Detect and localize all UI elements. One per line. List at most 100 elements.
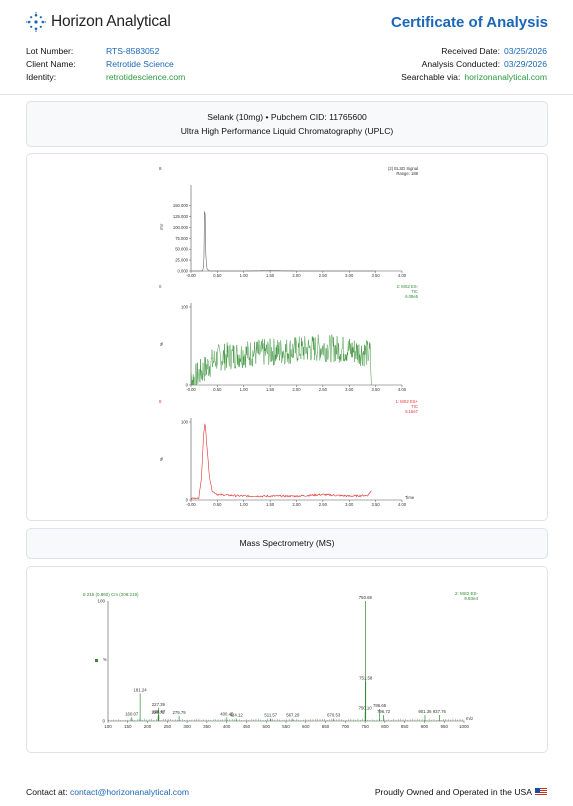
horizon-logo-icon	[26, 12, 46, 32]
peak-label: 400.45	[220, 711, 234, 716]
x-tick-label: 150	[124, 724, 132, 729]
x-tick-label: 400	[223, 724, 231, 729]
peak-label: 567.29	[286, 713, 300, 718]
x-tick-label: 0.50	[213, 387, 222, 392]
peak-label: 160.07	[125, 711, 139, 716]
peak-label: 751.58	[359, 675, 373, 680]
x-tick-label: 3.00	[345, 502, 354, 507]
y-axis-label: %	[103, 657, 107, 662]
footer-origin: Proudly Owned and Operated in the USA	[375, 787, 547, 797]
panel-legend-line: Range: 188	[396, 171, 418, 176]
panel-legend-line: (2) ELSD Signal	[388, 166, 418, 171]
us-flag-icon	[535, 788, 547, 796]
y-tick-label: 100	[181, 305, 189, 310]
x-tick-label: 3.50	[372, 273, 381, 278]
x-tick-label: 3.00	[345, 387, 354, 392]
x-tick-label: 1000	[459, 724, 470, 729]
searchable-label: Searchable via:	[401, 72, 461, 82]
mass-spectrum-card: 8 215 (0.860) Cm (208:219) 2: MS2 ES- 9.83…	[26, 566, 548, 753]
lot-details: Lot Number: RTS-8583052 Client Name: Retro…	[26, 45, 185, 84]
x-tick-label: 200	[144, 724, 152, 729]
peak-label: 786.65	[373, 703, 387, 708]
mass-spectrum: 8 215 (0.860) Cm (208:219) 2: MS2 ES-9.83…	[83, 591, 478, 729]
panel-tag: 8	[159, 284, 162, 289]
contact-email-link[interactable]: contact@horizonanalytical.com	[69, 787, 190, 797]
peak-label: 424.12	[230, 713, 244, 718]
peak-label: 228.57	[152, 709, 166, 714]
x-tick-label: 300	[183, 724, 191, 729]
y-tick-label: 0	[186, 383, 189, 388]
peak-label: 181.24	[134, 687, 148, 692]
x-tick-label: 1.00	[240, 387, 249, 392]
peak-label: 227.39	[152, 702, 166, 707]
x-tick-label: -0.00	[186, 502, 196, 507]
y-axis-label: %	[159, 457, 164, 461]
x-tick-label: 2.50	[319, 387, 328, 392]
x-tick-label: 350	[203, 724, 211, 729]
x-tick-label: -0.00	[186, 387, 196, 392]
y-tick-label: 100.000	[173, 225, 189, 230]
x-tick-label: 4.00	[398, 502, 407, 507]
y-tick-label: 100	[97, 599, 105, 604]
x-tick-label: 3.00	[345, 273, 354, 278]
received-date-label: Received Date:	[441, 46, 500, 56]
x-tick-label: 650	[322, 724, 330, 729]
lot-number-value: RTS-8583052	[106, 46, 160, 56]
x-tick-label: 700	[342, 724, 350, 729]
analysis-date-label: Analysis Conducted:	[421, 59, 500, 69]
y-tick-label: 25.000	[175, 258, 188, 263]
x-tick-label: 950	[440, 724, 448, 729]
y-axis-label: %	[159, 342, 164, 346]
x-tick-label: 4.00	[398, 273, 407, 278]
y-tick-label: 0	[102, 719, 105, 724]
panel-tag: 8	[159, 166, 162, 171]
client-name-label: Client Name:	[26, 59, 76, 69]
y-tick-label: 75.000	[175, 236, 188, 241]
x-tick-label: 3.50	[372, 502, 381, 507]
panel-legend-line: 5.16e7	[405, 409, 418, 414]
x-tick-label: 1.00	[240, 502, 249, 507]
searchable-link[interactable]: horizonanalytical.com	[464, 72, 547, 82]
trace-line	[190, 423, 372, 500]
peak-label: 937.76	[433, 709, 447, 714]
y-axis-marker	[95, 659, 98, 662]
sample-info-card: Selank (10mg) • Pubchem CID: 11765600 Ul…	[26, 101, 548, 147]
peak-label: 670.53	[327, 713, 341, 718]
x-tick-label: 2.00	[292, 273, 301, 278]
report-header: Horizon Analytical Certificate of Analys…	[0, 0, 573, 95]
panel-legend-line: 2: MS2 ES-	[397, 284, 419, 289]
method-name: Ultra High Performance Liquid Chromatogr…	[180, 126, 394, 136]
analysis-date-value: 03/29/2026	[503, 59, 547, 69]
y-axis-label: mV	[159, 224, 164, 230]
x-tick-label: 100	[104, 724, 112, 729]
panel-legend-line: 1: MS2 ES+	[396, 399, 419, 404]
sample-name: Selank (10mg) • Pubchem CID: 11765600	[207, 112, 367, 122]
client-name-value: Retrotide Science	[106, 59, 174, 69]
identity-label: Identity:	[26, 72, 57, 82]
x-tick-label: 0.50	[213, 502, 222, 507]
x-tick-label: 250	[164, 724, 172, 729]
contact-label: Contact at:	[26, 787, 68, 797]
x-tick-label: 600	[302, 724, 310, 729]
analysis-details: Received Date: 03/25/2026 Analysis Conduc…	[401, 45, 547, 84]
x-tick-label: 1.50	[266, 502, 275, 507]
spectrum-legend-line: 9.83e4	[464, 596, 478, 601]
trace-line	[190, 334, 372, 386]
x-tick-label: 2.50	[319, 273, 328, 278]
panel-legend-line: TIC	[411, 404, 418, 409]
x-axis-label: m/z	[466, 716, 474, 721]
y-tick-label: 0.000	[178, 269, 189, 274]
y-tick-label: 150.000	[173, 203, 189, 208]
trace-line	[191, 211, 376, 272]
x-tick-label: 2.50	[319, 502, 328, 507]
x-tick-label: 4.00	[398, 387, 407, 392]
x-tick-label: 900	[421, 724, 429, 729]
x-tick-label: 500	[262, 724, 270, 729]
x-axis-label: Time	[405, 495, 415, 500]
x-tick-label: 2.00	[292, 502, 301, 507]
x-tick-label: 750	[361, 724, 369, 729]
identity-link[interactable]: retrotidescience.com	[106, 72, 186, 82]
